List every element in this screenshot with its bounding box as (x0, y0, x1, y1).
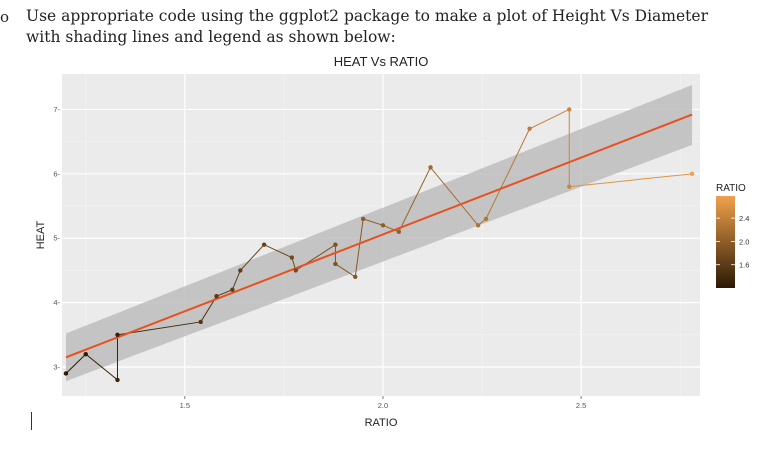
data-point (483, 216, 489, 222)
data-point (261, 242, 267, 247)
confidence-band (65, 84, 693, 382)
path-segment (529, 108, 570, 130)
x-axis-ticks: 1.5 2.0 2.5 (180, 396, 586, 410)
path-segment (263, 244, 293, 258)
x-tick-label: 2.0 (378, 401, 388, 410)
data-point (63, 371, 69, 376)
legend-colorbar (716, 196, 735, 288)
confidence-band-area (65, 84, 693, 382)
y-tick-label: 4- (53, 298, 60, 307)
data-point (353, 274, 358, 280)
data-point (428, 165, 433, 170)
color-legend: RATIO 2.4 2.0 1.6 (716, 183, 749, 288)
data-point (214, 293, 219, 299)
legend-title: RATIO (716, 183, 746, 194)
data-point (238, 268, 243, 273)
data-point (360, 216, 366, 222)
path-segment (485, 128, 531, 220)
y-axis-title: HEAT (35, 220, 47, 249)
data-point (567, 107, 572, 112)
x-tick-label: 1.5 (180, 401, 190, 410)
instruction-text: Use appropriate code using the ggplot2 p… (26, 7, 708, 46)
data-point (115, 377, 120, 383)
data-point (333, 261, 338, 267)
data-point (83, 351, 88, 357)
path-segment (354, 218, 364, 277)
legend-tick-label: 2.4 (739, 214, 749, 223)
y-tick-label: 3- (53, 363, 60, 372)
path-segment (430, 167, 479, 226)
bullet-marker: o (0, 8, 10, 26)
legend-tick-label: 1.6 (739, 261, 749, 270)
y-tick-label: 5- (53, 234, 60, 243)
path-segment (382, 224, 400, 233)
path-segment (569, 173, 693, 188)
path-segment (231, 270, 241, 290)
data-point (396, 229, 402, 234)
data-point (380, 223, 386, 228)
data-point (293, 268, 299, 273)
path-segment (216, 289, 233, 297)
path-segment (239, 244, 265, 271)
legend-ticks: 2.4 2.0 1.6 (716, 214, 749, 270)
path-segment (65, 353, 87, 374)
y-tick-label: 7- (53, 105, 60, 114)
data-point (115, 332, 120, 338)
data-point (198, 319, 203, 325)
data-point (333, 242, 338, 247)
regression-line-stroke (65, 113, 693, 359)
data-point (475, 223, 481, 228)
x-axis-title: RATIO (365, 417, 398, 429)
text-cursor (31, 412, 32, 430)
data-point (289, 255, 295, 260)
path-segment (398, 167, 431, 233)
path-segment (85, 353, 118, 381)
path-segment (335, 263, 356, 278)
chart-title: HEAT Vs RATIO (334, 54, 429, 69)
data-point (527, 126, 532, 131)
data-point (567, 184, 572, 189)
y-tick-label: 6- (53, 169, 60, 178)
x-tick-label: 2.5 (576, 401, 586, 410)
data-point (230, 287, 235, 292)
path-segment (363, 218, 384, 226)
data-point (689, 171, 695, 177)
legend-tick-label: 2.0 (739, 237, 749, 246)
y-axis-ticks: 3- 4- 5- 6- 7- (53, 105, 60, 372)
data-points (63, 107, 695, 383)
regression-line (65, 113, 693, 359)
